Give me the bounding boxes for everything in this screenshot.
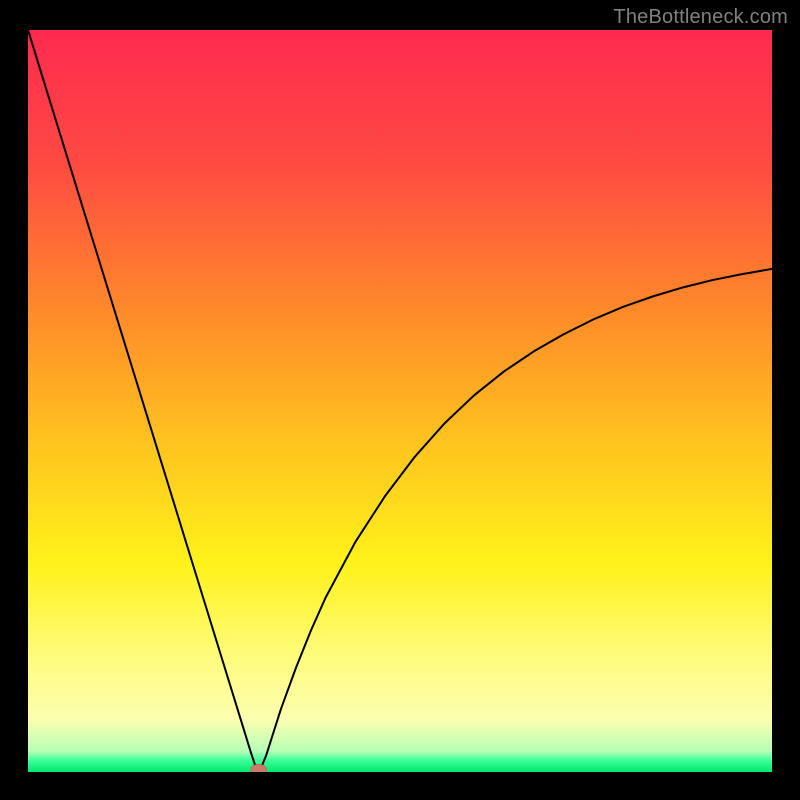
chart-container: TheBottleneck.com [0,0,800,800]
plot-area [28,30,772,772]
gradient-background [28,30,772,772]
watermark-text: TheBottleneck.com [613,6,788,29]
chart-svg [28,30,772,772]
